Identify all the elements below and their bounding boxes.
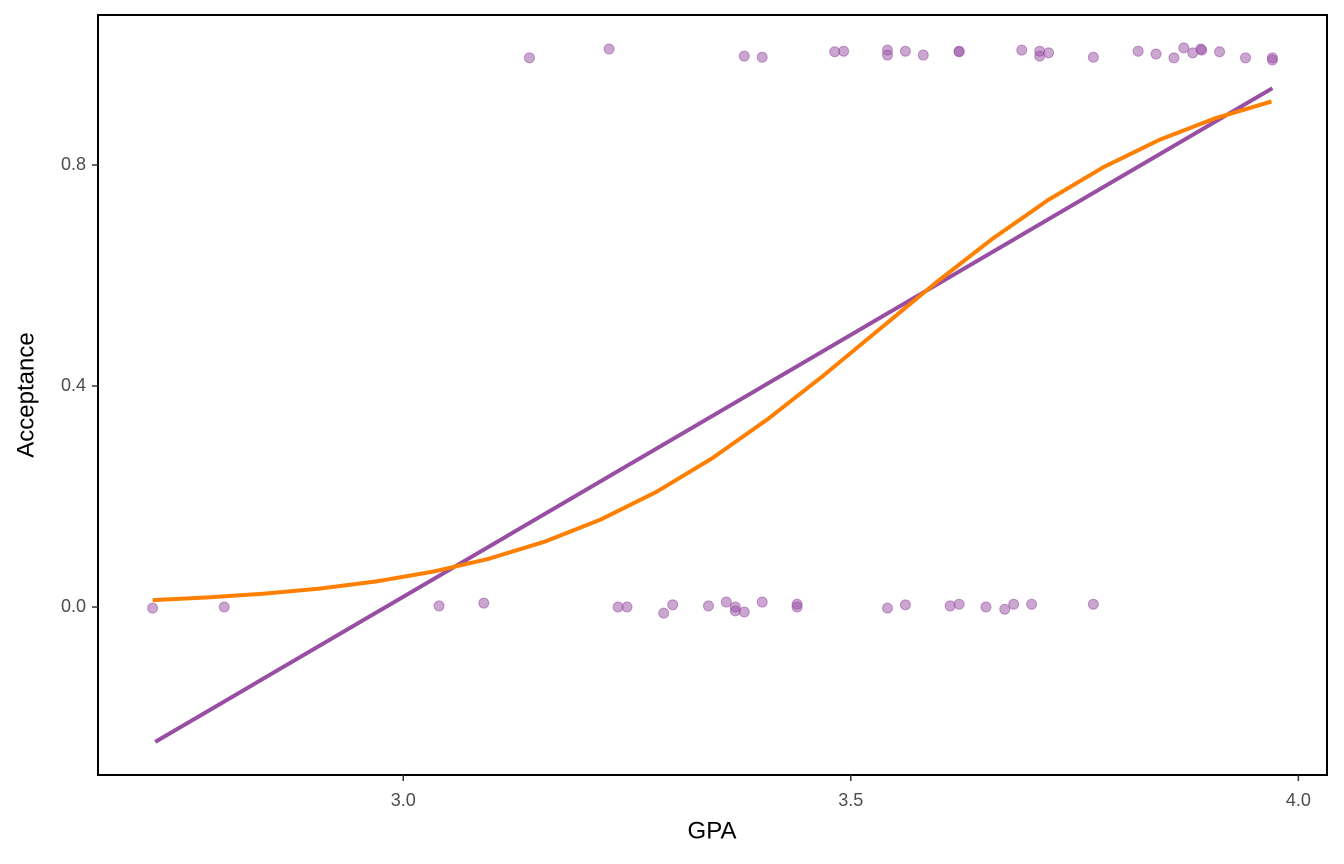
data-point	[1150, 48, 1162, 60]
x-tick-label: 4.0	[1286, 790, 1311, 810]
data-point	[881, 602, 893, 614]
data-point	[881, 49, 893, 61]
data-point	[1016, 44, 1028, 56]
data-point	[667, 599, 679, 611]
data-point	[1240, 52, 1252, 64]
data-point	[147, 602, 159, 614]
data-point	[756, 51, 768, 63]
data-point	[1087, 51, 1099, 63]
data-point	[729, 605, 741, 617]
data-point	[621, 601, 633, 613]
data-point	[899, 599, 911, 611]
y-tick-label: 0.4	[61, 375, 86, 395]
y-axis-title: Acceptance	[12, 332, 39, 457]
data-point	[1087, 598, 1099, 610]
data-point	[980, 601, 992, 613]
x-tick-label: 3.5	[838, 790, 863, 810]
data-point	[1043, 47, 1055, 59]
data-point	[953, 598, 965, 610]
trend-line	[152, 99, 1273, 603]
data-point	[658, 607, 670, 619]
data-point	[702, 600, 714, 612]
data-point	[523, 52, 535, 64]
data-point	[1132, 45, 1144, 57]
data-point	[1196, 44, 1208, 56]
data-point	[944, 600, 956, 612]
data-point	[738, 50, 750, 62]
data-point	[603, 43, 615, 55]
data-point	[433, 600, 445, 612]
data-point	[738, 606, 750, 618]
data-point	[999, 603, 1011, 615]
data-point	[1214, 46, 1226, 58]
data-point	[1026, 598, 1038, 610]
data-point	[1178, 42, 1190, 54]
data-point	[838, 45, 850, 57]
x-tick-label: 3.0	[391, 790, 416, 810]
data-point	[756, 596, 768, 608]
y-tick-label: 0.0	[61, 596, 86, 616]
data-point	[899, 45, 911, 57]
panel	[97, 14, 1328, 776]
data-point	[478, 597, 490, 609]
data-point	[1266, 54, 1278, 66]
data-point	[791, 601, 803, 613]
data-point	[917, 49, 929, 61]
data-point	[218, 601, 230, 613]
data-point	[720, 596, 732, 608]
data-point	[1168, 52, 1180, 64]
data-point	[953, 46, 965, 58]
y-tick-label: 0.8	[61, 154, 86, 174]
x-axis-title: GPA	[688, 817, 737, 844]
data-point	[1008, 598, 1020, 610]
trend-line	[154, 86, 1274, 744]
